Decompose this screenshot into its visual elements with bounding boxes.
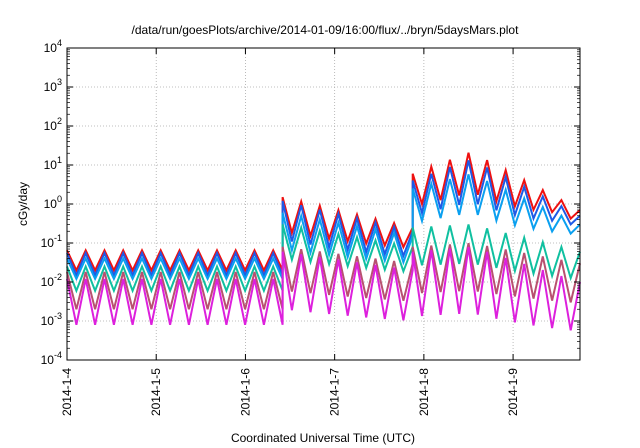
y-tick-label: 10-3 xyxy=(41,311,62,328)
plot-frame xyxy=(66,47,581,361)
y-tick-label-base: 10 xyxy=(41,236,55,250)
grid-lines xyxy=(66,48,580,360)
y-tick-label-base: 10 xyxy=(44,197,58,211)
x-tick-label: 2014-1-8 xyxy=(417,368,431,416)
y-tick-label-base: 10 xyxy=(44,80,58,94)
y-tick-label-exponent: -2 xyxy=(54,272,62,282)
y-tick-label-exponent: 4 xyxy=(57,38,62,48)
y-axis-label: cGy/day xyxy=(16,182,30,226)
x-tick-label: 2014-1-5 xyxy=(149,368,163,416)
x-tick-label: 2014-1-9 xyxy=(506,368,520,416)
chart-title: /data/run/goesPlots/archive/2014-01-09/1… xyxy=(132,23,520,37)
y-tick-label-base: 10 xyxy=(41,353,55,367)
y-tick-label: 10-1 xyxy=(41,233,62,250)
x-tick-label: 2014-1-4 xyxy=(60,368,74,416)
data-series xyxy=(66,152,581,331)
y-tick-label-base: 10 xyxy=(41,314,55,328)
y-tick-label: 10-2 xyxy=(41,272,62,289)
x-axis-label: Coordinated Universal Time (UTC) xyxy=(231,431,415,445)
y-tick-label-base: 10 xyxy=(44,119,58,133)
y-tick-label: 101 xyxy=(44,155,62,172)
y-tick-label-base: 10 xyxy=(44,158,58,172)
y-tick-label-exponent: -3 xyxy=(54,311,62,321)
series-line-1 xyxy=(66,152,581,273)
y-tick-label-exponent: -4 xyxy=(54,350,62,360)
y-tick-label-exponent: 2 xyxy=(57,116,62,126)
y-tick-label-exponent: 3 xyxy=(57,77,62,87)
series-line-4 xyxy=(66,223,581,294)
y-tick-label-base: 10 xyxy=(41,275,55,289)
y-tick-label: 102 xyxy=(44,116,62,133)
y-tick-label: 103 xyxy=(44,77,62,94)
series-line-3 xyxy=(66,174,581,282)
y-tick-label-exponent: 1 xyxy=(57,155,62,165)
y-tick-label-exponent: -1 xyxy=(54,233,62,243)
y-tick-label: 10-4 xyxy=(41,350,62,367)
y-tick-label: 104 xyxy=(44,38,62,55)
x-tick-label: 2014-1-7 xyxy=(328,368,342,416)
series-line-6 xyxy=(66,246,581,331)
y-tick-label-exponent: 0 xyxy=(57,194,62,204)
series-line-2 xyxy=(66,160,581,278)
y-tick-label: 100 xyxy=(44,194,62,211)
x-tick-label: 2014-1-6 xyxy=(238,368,252,416)
series-line-5 xyxy=(66,243,581,310)
y-tick-label-base: 10 xyxy=(44,41,58,55)
